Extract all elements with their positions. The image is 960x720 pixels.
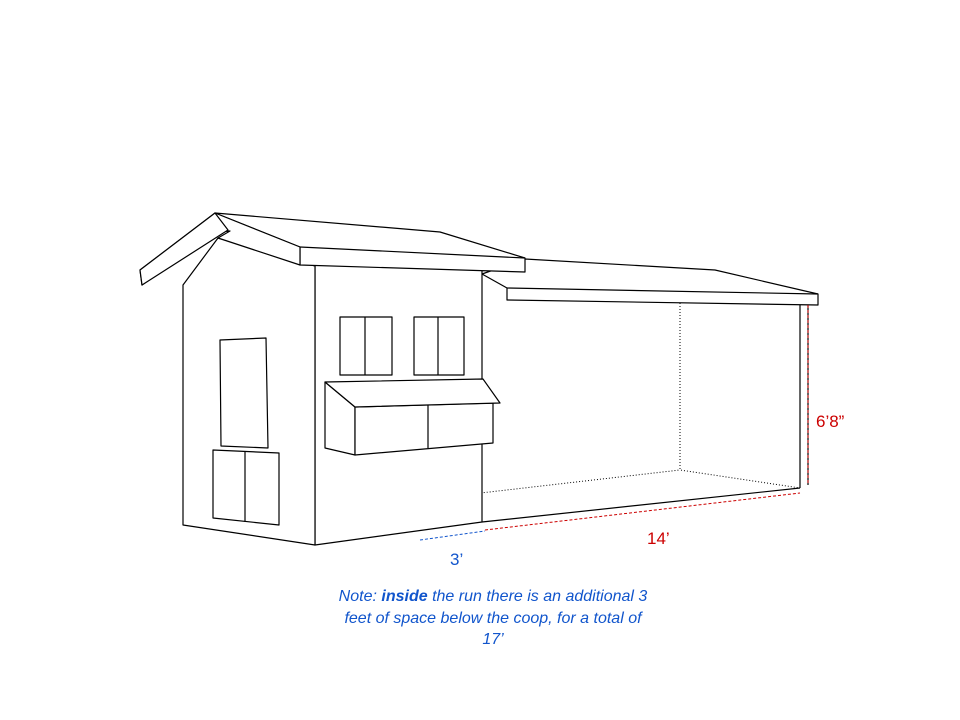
- coop-length-label: 3’: [450, 550, 463, 569]
- run-length-label: 14’: [647, 529, 670, 548]
- hidden-edge: [289, 469, 681, 516]
- note-emphasis: inside: [381, 588, 428, 605]
- run-roof: [481, 258, 819, 306]
- lower-door: [212, 449, 280, 526]
- door: [219, 337, 269, 449]
- dim-line: [484, 492, 801, 531]
- note-text: the run there is an additional 3 feet of…: [344, 588, 648, 648]
- window: [413, 316, 465, 376]
- run-base: [481, 487, 801, 523]
- run-roof-edge: [506, 287, 819, 295]
- nest-box-lid: [324, 378, 501, 408]
- height-label: 6’8”: [816, 412, 845, 431]
- dim-line: [419, 530, 486, 541]
- note-prefix: Note:: [338, 588, 377, 605]
- roof-trim: [139, 212, 229, 286]
- hidden-edge: [679, 303, 801, 489]
- note: Note: inside the run there is an additio…: [338, 586, 648, 651]
- roof-edge: [299, 246, 526, 259]
- window: [339, 316, 393, 376]
